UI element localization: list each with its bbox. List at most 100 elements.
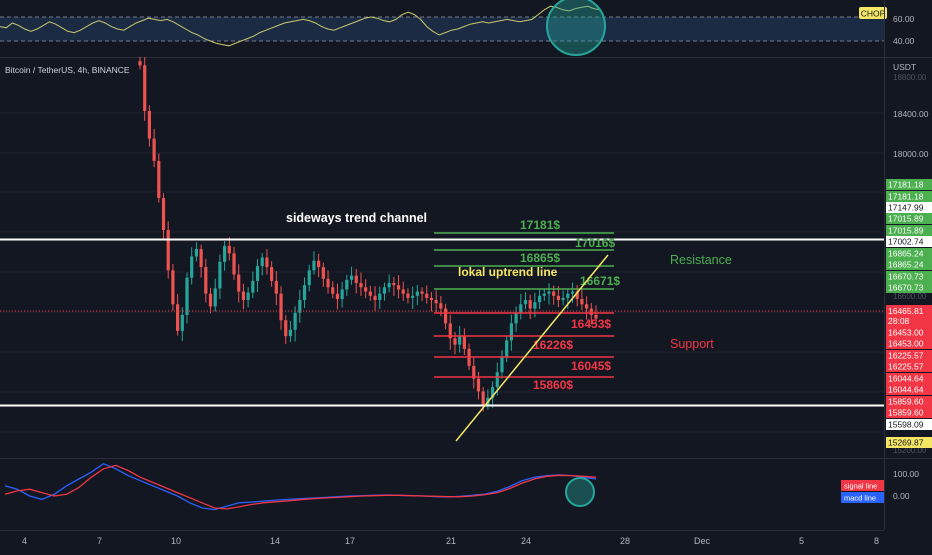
- candle-body: [185, 277, 189, 315]
- time-tick-21: 21: [446, 536, 456, 546]
- candle-body: [260, 257, 264, 267]
- candle-body: [406, 293, 410, 298]
- axis-badge-15598: 15598.09: [888, 420, 924, 430]
- candle-body: [589, 308, 593, 315]
- candle-body: [584, 304, 589, 309]
- support-label-15860: 15860$: [533, 378, 573, 392]
- axis-badge-16044b: 16044.64: [888, 385, 924, 395]
- axis-badge-bg: [886, 437, 932, 448]
- macd-panel: 100.00 0.00 signal line macd line: [4, 462, 919, 511]
- candle-body: [307, 270, 311, 286]
- candle-body: [317, 260, 321, 268]
- signal-line-badge: [841, 480, 884, 491]
- support-title: Support: [670, 337, 714, 351]
- support-label-16226: 16226$: [533, 338, 573, 352]
- axis-badge-15859a: 15859.60: [888, 397, 924, 407]
- candle-body: [556, 295, 560, 301]
- candle-body: [509, 323, 513, 341]
- candle-body: [171, 270, 175, 305]
- candle-body: [204, 267, 208, 294]
- axis-badge-17002: 17002.74: [888, 237, 924, 247]
- candle-body: [279, 293, 283, 321]
- candle-body: [514, 312, 518, 324]
- candle-body: [382, 287, 387, 294]
- axis-badge-16453b: 16453.00: [888, 339, 924, 349]
- time-axis[interactable]: 4 7 10 14 17 21 24 28 Dec 5 8: [22, 536, 879, 546]
- candle-body: [429, 297, 434, 301]
- time-tick-24: 24: [521, 536, 531, 546]
- candle-body: [537, 295, 542, 303]
- axis-badge-bg: [886, 396, 932, 407]
- candle-body: [288, 329, 293, 337]
- price-tick-18000: 18000.00: [893, 149, 929, 159]
- axis-badge-bg: [886, 259, 932, 270]
- axis-badge-bg: [886, 191, 932, 202]
- axis-badge-bg: [886, 373, 932, 384]
- currency-label: USDT: [893, 62, 916, 72]
- axis-badge-17181a: 17181.18: [888, 180, 924, 190]
- uptrend-line[interactable]: [455, 254, 609, 442]
- time-tick-dec: Dec: [694, 536, 711, 546]
- faded-tick-18800: 18800.00: [893, 73, 927, 82]
- candle-body: [561, 297, 565, 301]
- axis-badge-16865a: 16865.24: [888, 249, 924, 259]
- candle-body: [392, 283, 396, 286]
- axis-badge-bg: [886, 213, 932, 224]
- axis-badge-15859b: 15859.60: [888, 408, 924, 418]
- candle-body: [396, 285, 401, 290]
- macd-tick-0: 0.00: [893, 491, 910, 501]
- candle-body: [354, 275, 358, 284]
- time-tick-7: 7: [97, 536, 102, 546]
- candle-body: [533, 302, 537, 309]
- candle-body: [462, 336, 466, 349]
- candle-body: [364, 287, 368, 292]
- resistance-title: Resistance: [670, 253, 732, 267]
- candle-body: [425, 293, 429, 298]
- candle-body: [523, 300, 528, 305]
- candle-body: [401, 289, 405, 294]
- axis-badge-bg: [886, 248, 932, 259]
- candle-body: [434, 300, 438, 304]
- candle-body: [349, 275, 354, 280]
- axis-badge-bg: [886, 179, 932, 190]
- axis-badge-bg: [886, 419, 932, 430]
- candle-body: [147, 110, 152, 139]
- signal-line: [4, 464, 597, 510]
- candle-body: [528, 300, 532, 309]
- candle-body: [368, 291, 372, 296]
- candle-body: [255, 266, 260, 281]
- time-tick-4: 4: [22, 536, 27, 546]
- time-tick-17: 17: [345, 536, 355, 546]
- macd-tick-100: 100.00: [893, 469, 919, 479]
- candle-body: [570, 291, 575, 294]
- candle-body: [246, 292, 250, 301]
- candle-body: [542, 293, 546, 296]
- candle-body: [180, 314, 184, 331]
- candle-body: [411, 295, 415, 298]
- channel-label: sideways trend channel: [286, 211, 427, 225]
- axis-badge-bg: [886, 327, 932, 338]
- candle-body: [575, 291, 579, 299]
- time-tick-5: 5: [799, 536, 804, 546]
- chop-highlight-circle: [546, 0, 606, 56]
- axis-badge-16044a: 16044.64: [888, 374, 924, 384]
- candle-body: [302, 285, 307, 301]
- candle-body: [143, 65, 147, 111]
- chop-tick-60: 60.00: [893, 14, 915, 24]
- axis-badge-17147: 17147.99: [888, 203, 924, 213]
- symbol-info[interactable]: Bitcoin / TetherUS, 4h, BINANCE: [5, 65, 130, 75]
- candle-body: [345, 279, 349, 290]
- price-axis-labels: 17181.18 17181.18 17147.99 17015.89 1701…: [886, 179, 932, 448]
- axis-badge-17015a: 17015.89: [888, 214, 924, 224]
- axis-badge-bg: [886, 407, 932, 418]
- candle-body: [443, 308, 448, 324]
- faded-tick-15200: 15200.00: [893, 446, 927, 455]
- candle-body: [138, 61, 142, 66]
- candle-body: [284, 320, 288, 337]
- time-tick-10: 10: [171, 536, 181, 546]
- candle-body: [274, 280, 278, 294]
- candle-body: [270, 267, 274, 281]
- candle-body: [232, 253, 236, 275]
